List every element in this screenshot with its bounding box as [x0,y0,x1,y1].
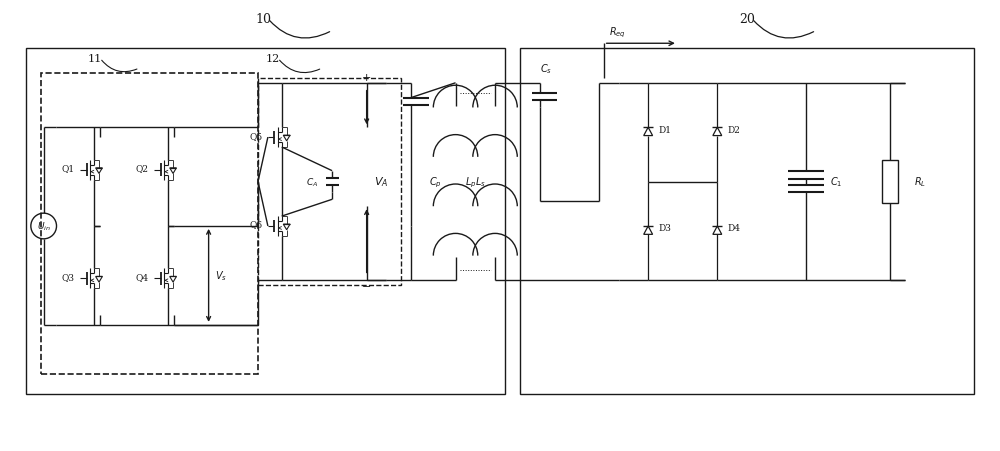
Bar [41,74,258,374]
Text: −: − [362,281,371,292]
Text: Q4: Q4 [136,272,149,281]
Text: Q3: Q3 [62,272,75,281]
Text: $C_s$: $C_s$ [540,62,553,76]
Text: Q5: Q5 [249,131,263,140]
Text: 20: 20 [739,13,755,26]
Text: D4: D4 [728,224,741,233]
Bar [882,161,898,204]
Text: $U_{in}$: $U_{in}$ [37,220,51,233]
Text: D3: D3 [659,224,671,233]
Bar [258,78,401,285]
Text: 12: 12 [266,54,280,64]
Text: $R_L$: $R_L$ [914,175,926,189]
Text: $L_p$: $L_p$ [465,175,476,189]
Text: 10: 10 [255,13,271,26]
Text: $R_{eq}$: $R_{eq}$ [609,25,626,40]
Bar [520,49,974,394]
Text: Q2: Q2 [136,164,149,173]
Bar [26,49,505,394]
Text: $L_s$: $L_s$ [475,175,486,189]
Text: $V_s$: $V_s$ [215,269,227,283]
Text: Q1: Q1 [62,164,75,173]
Text: $C_p$: $C_p$ [429,175,442,189]
Text: $C_1$: $C_1$ [830,175,842,189]
Text: Q6: Q6 [249,220,263,229]
Text: $C_A$: $C_A$ [306,176,318,189]
Text: $V_A$: $V_A$ [374,175,389,189]
Text: +: + [362,73,371,83]
Text: D1: D1 [658,125,671,134]
Text: 11: 11 [88,54,102,64]
Text: D2: D2 [728,125,741,134]
